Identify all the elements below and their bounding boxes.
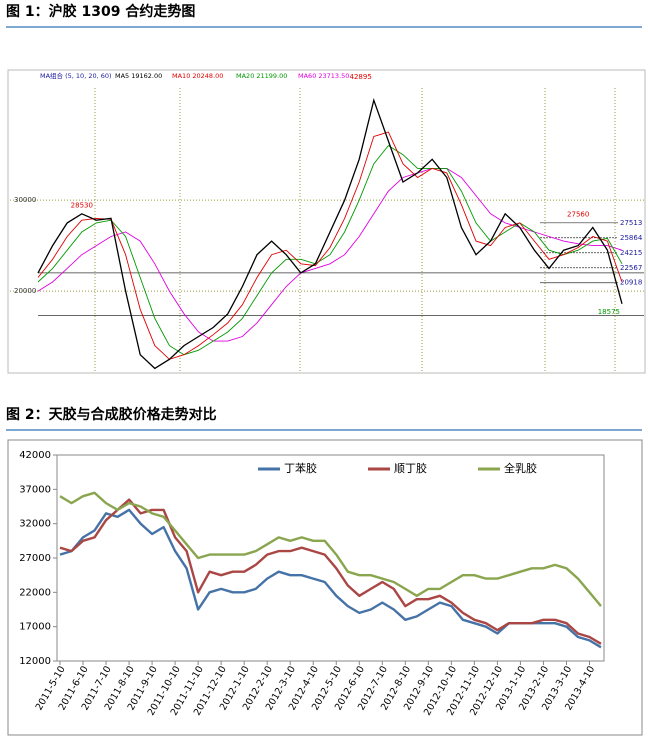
legend-entry: MA5 19162.00 bbox=[115, 72, 162, 80]
level-label: 22567 bbox=[620, 264, 642, 272]
plot-area bbox=[56, 454, 605, 662]
level-label: 25864 bbox=[620, 234, 643, 242]
legend-title: MA组合 (5, 10, 20, 60) bbox=[40, 71, 112, 80]
y-tick-label: 17000 bbox=[19, 622, 51, 633]
figure-caption: 图 1：沪胶 1309 合约走势图 bbox=[6, 3, 195, 20]
legend-entry: MA20 21199.00 bbox=[236, 72, 287, 80]
y-tick-label: 32000 bbox=[19, 519, 51, 530]
price-label: 28530 bbox=[71, 202, 93, 210]
legend-entry: 全乳胶 bbox=[504, 461, 537, 475]
ma-line bbox=[37, 131, 623, 360]
chart-frame bbox=[7, 69, 646, 374]
legend-entry: 顺丁胶 bbox=[394, 461, 427, 475]
price-label: 18575 bbox=[598, 308, 620, 316]
y-tick-label: 30000 bbox=[14, 196, 36, 204]
level-label: 24215 bbox=[620, 249, 642, 257]
ma-line bbox=[37, 145, 623, 356]
figure-caption: 图 2：天胶与合成胶价格走势对比 bbox=[6, 406, 217, 423]
y-tick-label: 42000 bbox=[19, 450, 51, 461]
series-line bbox=[59, 491, 602, 607]
price-label: 27560 bbox=[567, 210, 589, 218]
level-label: 20918 bbox=[620, 279, 642, 287]
legend-entry: 丁苯胶 bbox=[284, 461, 317, 475]
price-label: 42895 bbox=[350, 73, 372, 81]
y-tick-label: 27000 bbox=[19, 553, 51, 564]
y-tick-label: 22000 bbox=[19, 587, 51, 598]
legend-entry: MA60 23713.50 bbox=[298, 72, 349, 80]
y-tick-label: 20000 bbox=[14, 287, 36, 295]
legend-entry: MA10 20248.00 bbox=[172, 72, 223, 80]
y-tick-label: 37000 bbox=[19, 484, 51, 495]
level-label: 27513 bbox=[620, 219, 642, 227]
ma-line bbox=[37, 97, 623, 370]
series-line bbox=[59, 498, 602, 645]
y-tick-label: 12000 bbox=[19, 656, 51, 667]
